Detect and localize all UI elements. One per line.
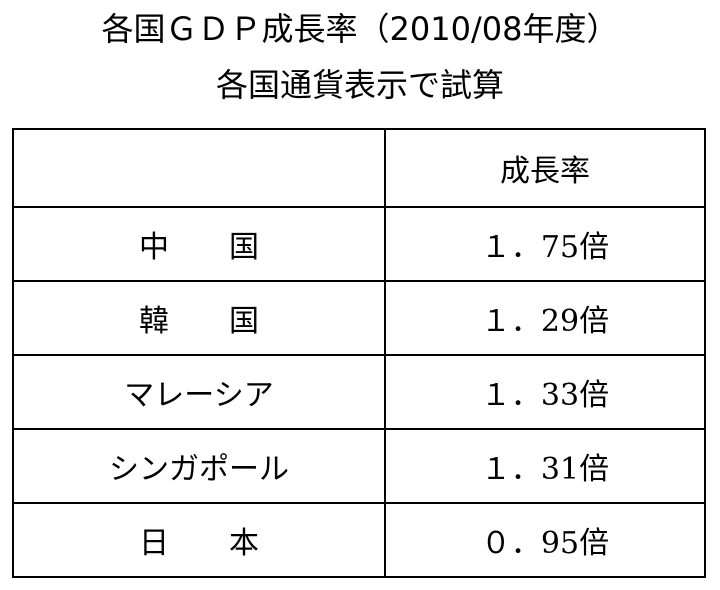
rate-cell: １．33倍 [384, 354, 706, 430]
country-cell: 韓 国 [12, 280, 386, 356]
title: 各国ＧＤＰ成長率（2010/08年度） [101, 10, 619, 48]
table-row: 日 本 ０．95倍 [12, 502, 706, 578]
table: 成長率 中 国 １．75倍韓 国 １．29倍 マレーシア １．33倍 シンガポール １．31… [12, 128, 706, 578]
rate-cell: １．75倍 [384, 206, 706, 282]
country-cell: 中 国 [12, 206, 386, 282]
table-row: 韓 国 １．29倍 [12, 280, 706, 356]
country-cell: マレーシア [12, 354, 386, 430]
header-cell: 成長率 [384, 128, 706, 208]
header-row: 成長率 [12, 128, 706, 208]
rate-cell: １．29倍 [384, 280, 706, 356]
rate-cell: １．31倍 [384, 428, 706, 504]
rate-cell: ０．95倍 [384, 502, 706, 578]
subtitle: 各国通貨表示で試算 [215, 66, 504, 104]
table-row: マレーシア １．33倍 [12, 354, 706, 430]
table-body: 成長率 中 国 １．75倍韓 国 １．29倍 マレーシア １．33倍 シンガポール １．31… [12, 128, 706, 578]
table-row: 中 国 １．75倍 [12, 206, 706, 282]
header-cell [12, 128, 386, 208]
country-cell: シンガポール [12, 428, 386, 504]
country-cell: 日 本 [12, 502, 386, 578]
table-row: シンガポール １．31倍 [12, 428, 706, 504]
